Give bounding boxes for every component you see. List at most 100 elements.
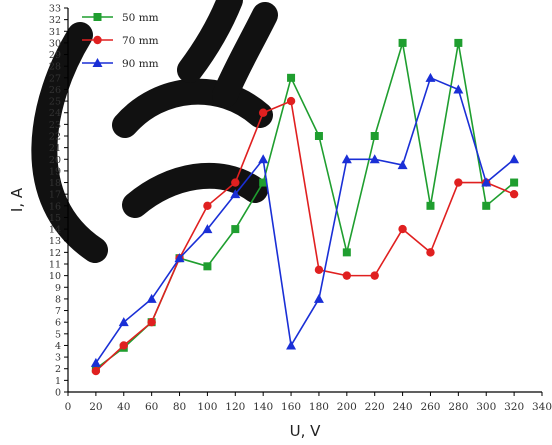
y-axis-title: I, A xyxy=(8,187,26,212)
watermark-stroke-4 xyxy=(177,0,243,83)
data-point-70-mm xyxy=(231,178,240,187)
y-tick-label: 11 xyxy=(49,260,61,271)
data-point-90-mm xyxy=(369,154,380,164)
data-point-90-mm xyxy=(146,293,157,303)
x-tick-label: 80 xyxy=(173,401,186,413)
series-line-70-mm xyxy=(95,100,515,372)
series-line-90-mm xyxy=(95,77,515,364)
data-point-90-mm xyxy=(90,357,101,367)
y-tick-label: 2 xyxy=(55,364,61,375)
data-point-70-mm xyxy=(147,317,156,327)
y-tick-label: 27 xyxy=(49,73,61,84)
watermark-stroke-1 xyxy=(31,22,108,263)
x-tick-label: 200 xyxy=(337,401,357,413)
y-tick-label: 28 xyxy=(49,62,61,73)
y-tick-label: 20 xyxy=(49,155,61,166)
x-tick-label: 220 xyxy=(365,401,385,413)
data-point-50-mm xyxy=(454,38,463,47)
y-tick-label: 6 xyxy=(55,318,61,329)
data-point-70-mm xyxy=(509,189,519,199)
x-tick-label: 40 xyxy=(117,401,130,413)
data-point-90-mm xyxy=(202,224,213,234)
data-point-70-mm xyxy=(426,248,435,257)
data-point-50-mm xyxy=(398,38,407,47)
x-tick-label: 140 xyxy=(253,401,273,413)
data-point-90-mm xyxy=(481,177,492,187)
x-tick-label: 340 xyxy=(532,401,552,413)
data-point-90-mm xyxy=(509,154,520,164)
data-point-70-mm xyxy=(286,96,296,106)
watermark xyxy=(31,0,278,263)
watermark-stroke-5 xyxy=(212,2,278,108)
x-tick-label: 100 xyxy=(197,401,217,413)
x-tick-label: 240 xyxy=(393,401,413,413)
x-tick-label: 60 xyxy=(145,401,158,413)
x-tick-label: 260 xyxy=(420,401,440,413)
y-tick-label: 1 xyxy=(55,376,61,387)
legend: 50 mm 70 mm 90 mm xyxy=(82,12,159,70)
x-tick-label: 300 xyxy=(476,401,496,413)
y-tick-label: 22 xyxy=(49,132,61,143)
y-tick-label: 3 xyxy=(55,353,61,364)
y-tick-label: 21 xyxy=(49,143,61,154)
data-point-50-mm xyxy=(510,178,519,187)
data-point-70-mm xyxy=(370,271,379,280)
data-point-70-mm xyxy=(454,178,463,187)
data-point-70-mm xyxy=(258,108,268,117)
data-point-50-mm xyxy=(370,132,379,140)
data-point-90-mm xyxy=(397,160,408,170)
legend-label: 70 mm xyxy=(122,35,159,47)
y-tick-label: 13 xyxy=(49,236,61,247)
x-tick-label: 0 xyxy=(65,401,72,413)
data-point-90-mm xyxy=(453,84,464,94)
data-point-70-mm xyxy=(91,366,101,376)
data-point-90-mm xyxy=(174,253,185,263)
data-point-90-mm xyxy=(258,154,269,164)
y-tick-label: 32 xyxy=(49,15,61,26)
y-tick-label: 29 xyxy=(49,50,61,61)
legend-label: 90 mm xyxy=(122,58,159,70)
data-point-50-mm xyxy=(426,201,435,210)
data-point-50-mm xyxy=(203,262,212,271)
legend-marker xyxy=(93,13,102,21)
y-tick-label: 24 xyxy=(49,108,61,119)
y-tick-label: 12 xyxy=(49,248,61,259)
data-point-90-mm xyxy=(425,72,436,82)
x-tick-label: 180 xyxy=(309,401,329,413)
x-tick-label: 160 xyxy=(281,401,301,413)
watermark-stroke-3 xyxy=(122,162,268,218)
legend-marker xyxy=(93,35,102,45)
data-point-90-mm xyxy=(286,340,297,350)
y-tick-label: 25 xyxy=(49,97,61,108)
data-point-70-mm xyxy=(398,224,407,234)
y-tick-label: 7 xyxy=(55,306,61,317)
axes: 0 20 40 60 80 100 120 140 160 180 200 220 240 260 280 3… xyxy=(49,4,552,414)
y-tick-label: 8 xyxy=(55,294,61,305)
x-tick-label: 120 xyxy=(225,401,245,413)
data-point-50-mm xyxy=(287,73,296,82)
x-tick-label: 320 xyxy=(504,401,524,413)
y-tick-label: 17 xyxy=(49,190,61,201)
y-tick-label: 16 xyxy=(49,201,61,212)
legend-marker xyxy=(92,58,103,67)
data-point-70-mm xyxy=(314,265,324,275)
data-point-90-mm xyxy=(118,317,129,327)
data-point-50-mm xyxy=(259,178,268,187)
data-point-90-mm xyxy=(341,154,352,164)
x-tick-label: 20 xyxy=(89,401,102,413)
y-tick-label: 18 xyxy=(49,178,61,189)
data-point-50-mm xyxy=(342,248,351,257)
y-tick-label: 9 xyxy=(55,283,61,294)
y-tick-label: 33 xyxy=(49,4,61,15)
y-tick-label: 5 xyxy=(55,329,61,340)
x-tick-label: 280 xyxy=(448,401,468,413)
data-point-50-mm xyxy=(314,132,323,140)
data-point-70-mm xyxy=(203,201,212,211)
y-tick-label: 0 xyxy=(55,388,61,399)
data-point-50-mm xyxy=(231,225,240,234)
y-tick-label: 19 xyxy=(49,166,61,177)
y-tick-label: 15 xyxy=(49,213,61,224)
y-tick-label: 30 xyxy=(49,38,61,49)
